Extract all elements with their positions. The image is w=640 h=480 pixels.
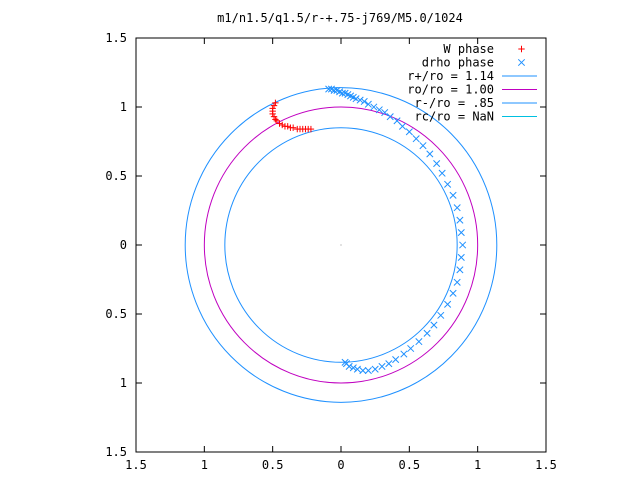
drho-phase-point — [415, 338, 423, 346]
legend-label: drho phase — [422, 56, 494, 70]
w-phase-point — [270, 102, 278, 109]
w-phase-point — [272, 99, 279, 107]
drho-phase-point — [459, 241, 467, 249]
x-tick-label: 1.5 — [535, 458, 557, 472]
drho-phase-point — [360, 97, 368, 106]
w-phase-point — [269, 110, 276, 118]
x-tick-label: 0.5 — [262, 458, 284, 472]
x-tick-label: 1.5 — [125, 458, 147, 472]
drho-phase-point — [385, 360, 393, 368]
legend-key-marker — [517, 58, 526, 67]
drho-phase-point — [392, 355, 400, 364]
w-phase-point — [273, 117, 280, 124]
drho-phase-point — [419, 142, 427, 150]
radius-circles — [184, 87, 498, 403]
drho-phase-point — [457, 229, 465, 237]
drho-phase-point — [370, 103, 378, 111]
drho-phase-point — [356, 96, 364, 104]
drho-phase-point — [412, 135, 420, 143]
drho-phase-point — [353, 365, 361, 373]
y-tick-label: 0 — [120, 238, 127, 252]
radius-circle — [224, 127, 458, 363]
x-tick-label: 1 — [201, 458, 208, 472]
drho-phase-point — [338, 89, 346, 97]
drho-phase-point — [341, 358, 349, 366]
legend-label: r-/ro = .85 — [415, 96, 494, 110]
legend-label: rc/ro = NaN — [415, 110, 494, 124]
drho-phase-point — [457, 253, 465, 261]
drho-phase-point — [444, 300, 452, 308]
legend-label: r+/ro = 1.14 — [407, 69, 494, 83]
legend-label: W phase — [443, 42, 494, 56]
drho-phase-point — [398, 122, 407, 130]
drho-phase-point — [325, 85, 333, 93]
drho-phase-point — [449, 289, 457, 297]
x-tick-label: 1 — [474, 458, 481, 472]
drho-phase-point — [393, 117, 401, 125]
drho-phase-point — [430, 321, 438, 329]
drho-phase-point — [378, 362, 386, 370]
drho-phase-point — [423, 329, 431, 337]
x-tick-label: 0.5 — [398, 458, 420, 472]
radius-circle — [203, 106, 479, 384]
legend-label: ro/ro = 1.00 — [407, 83, 494, 97]
drho-phase-point — [407, 344, 415, 353]
radius-circle — [184, 87, 498, 403]
y-tick-label: 0.5 — [105, 307, 127, 321]
axes: 1.5 1 0.5 0 0.5 1 1.51.510.500.511.5 — [105, 31, 557, 472]
w-phase-point — [279, 121, 286, 129]
drho-phase-point — [444, 180, 452, 188]
w-phase-point — [270, 113, 278, 120]
phase-points — [269, 85, 467, 375]
x-tick-label: 0 — [337, 458, 344, 472]
drho-phase-point — [453, 204, 461, 212]
drho-phase-point — [449, 191, 457, 199]
drho-phase-point — [386, 113, 394, 121]
drho-phase-point — [364, 100, 372, 108]
drho-phase-point — [371, 365, 379, 373]
w-phase-point — [272, 116, 279, 123]
w-phase-point — [307, 125, 315, 133]
drho-phase-point — [405, 128, 413, 136]
y-tick-label: 0.5 — [105, 169, 127, 183]
y-tick-label: 1.5 — [105, 31, 127, 45]
drho-phase-point — [381, 108, 389, 117]
drho-phase-point — [433, 160, 441, 168]
drho-phase-point — [364, 367, 372, 375]
y-tick-label: 1 — [120, 100, 127, 114]
drho-phase-point — [359, 367, 367, 375]
drho-phase-point — [453, 278, 461, 286]
drho-phase-point — [456, 216, 464, 224]
drho-phase-point — [352, 95, 360, 103]
drho-phase-point — [426, 150, 434, 158]
drho-phase-point — [375, 106, 383, 114]
chart-title: m1/n1.5/q1.5/r-+.75-j769/M5.0/1024 — [217, 11, 463, 25]
w-phase-point — [284, 123, 291, 130]
y-tick-label: 1 — [120, 376, 127, 390]
origin-dot — [340, 244, 342, 246]
legend-key-marker — [518, 45, 525, 53]
drho-phase-point — [330, 86, 338, 94]
drho-phase-point — [349, 364, 357, 372]
y-tick-label: 1.5 — [105, 445, 127, 459]
drho-phase-point — [438, 169, 446, 177]
w-phase-point — [276, 120, 283, 127]
w-phase-point — [289, 124, 297, 131]
drho-phase-point — [456, 266, 464, 274]
drho-phase-point — [400, 350, 408, 358]
drho-phase-point — [437, 311, 445, 319]
